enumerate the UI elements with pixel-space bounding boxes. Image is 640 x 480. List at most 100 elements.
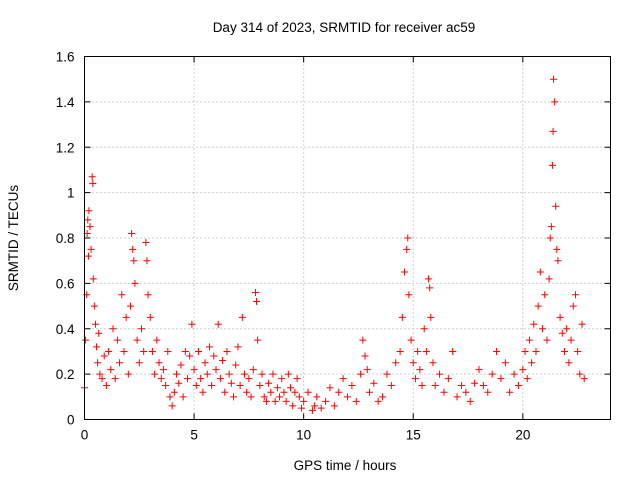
data-point	[258, 370, 266, 378]
data-point	[484, 388, 492, 396]
data-point	[344, 393, 351, 401]
data-point	[100, 352, 108, 360]
data-point	[256, 381, 264, 389]
data-point	[238, 313, 246, 321]
data-point	[265, 379, 273, 387]
data-point	[289, 402, 297, 410]
data-point	[398, 313, 406, 321]
data-point	[88, 173, 96, 181]
data-point	[420, 325, 428, 333]
data-point	[335, 388, 343, 396]
data-point	[205, 343, 213, 351]
data-point	[177, 361, 185, 369]
data-point	[449, 347, 457, 355]
data-point	[576, 370, 584, 378]
data-point	[91, 320, 99, 328]
data-point	[580, 375, 588, 383]
data-point	[548, 161, 556, 169]
data-point	[525, 336, 533, 344]
data-point	[86, 223, 94, 231]
data-point	[552, 202, 560, 210]
data-point	[143, 257, 151, 265]
data-point	[295, 393, 303, 401]
data-point	[273, 384, 281, 392]
data-point	[326, 384, 334, 392]
data-point	[425, 275, 433, 283]
data-point	[130, 257, 138, 265]
data-point	[558, 329, 566, 337]
data-point	[519, 366, 527, 374]
data-point	[330, 402, 338, 410]
data-point	[431, 381, 439, 389]
data-point	[124, 370, 132, 378]
data-point	[403, 245, 411, 253]
data-point	[556, 313, 564, 321]
data-point	[479, 381, 487, 389]
data-point	[173, 370, 181, 378]
data-point	[186, 352, 194, 360]
data-point	[313, 393, 321, 401]
data-point	[254, 336, 262, 344]
data-point	[227, 379, 235, 387]
data-point	[230, 393, 238, 401]
data-point	[514, 381, 522, 389]
data-point	[311, 402, 319, 410]
data-point	[129, 245, 137, 253]
chart-title: Day 314 of 2023, SRMTID for receiver ac5…	[213, 20, 476, 35]
data-point	[578, 320, 586, 328]
data-point	[352, 397, 360, 405]
data-point	[157, 375, 165, 383]
data-point	[541, 291, 549, 299]
data-point	[219, 357, 227, 365]
data-point	[184, 375, 192, 383]
data-point	[135, 359, 143, 367]
data-point	[414, 347, 422, 355]
data-point	[271, 397, 279, 405]
data-points	[81, 75, 588, 414]
data-point	[151, 370, 159, 378]
data-point	[574, 347, 582, 355]
data-point	[462, 388, 470, 396]
data-point	[267, 388, 275, 396]
data-point	[107, 366, 115, 374]
data-point	[127, 302, 135, 310]
data-point	[93, 343, 101, 351]
data-point	[87, 245, 95, 253]
data-point	[245, 375, 253, 383]
data-point	[140, 347, 148, 355]
data-point	[546, 234, 554, 242]
grid-lines	[84, 56, 611, 420]
data-point	[137, 325, 145, 333]
data-point	[164, 347, 172, 355]
data-point	[278, 375, 286, 383]
data-point	[359, 336, 367, 344]
data-point	[418, 381, 426, 389]
data-point	[565, 359, 573, 367]
data-point	[111, 375, 119, 383]
data-point	[501, 359, 509, 367]
data-point	[96, 370, 104, 378]
data-point	[392, 359, 400, 367]
data-point	[396, 347, 404, 355]
data-point	[194, 347, 202, 355]
data-point	[203, 370, 211, 378]
data-point	[212, 366, 220, 374]
data-point	[175, 379, 183, 387]
data-point	[223, 347, 231, 355]
data-point	[148, 347, 156, 355]
data-point	[553, 245, 561, 253]
data-point	[251, 288, 259, 296]
data-point	[407, 336, 415, 344]
data-point	[560, 347, 568, 355]
data-point	[144, 291, 152, 299]
data-point	[550, 75, 558, 83]
data-point	[387, 381, 395, 389]
x-tick-label: 15	[406, 428, 421, 443]
data-point	[216, 375, 224, 383]
data-point	[567, 336, 575, 344]
y-axis-ticks: 0 0.2 0.4 0.6 0.8 1 1.2 1.4 1.6	[56, 50, 611, 428]
data-point	[429, 359, 437, 367]
y-tick-label: 0.4	[56, 322, 75, 337]
x-tick-label: 0	[81, 428, 89, 443]
data-point	[284, 370, 292, 378]
